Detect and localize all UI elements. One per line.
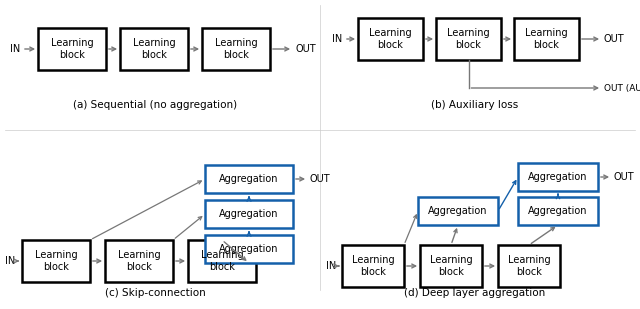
Text: IN: IN bbox=[332, 34, 342, 44]
Bar bbox=[358, 18, 423, 60]
Bar bbox=[188, 240, 256, 282]
Text: OUT: OUT bbox=[295, 44, 316, 54]
Text: Learning
block: Learning block bbox=[51, 38, 93, 60]
Bar bbox=[205, 200, 293, 228]
Bar bbox=[498, 245, 560, 287]
Bar bbox=[38, 28, 106, 70]
Text: Aggregation: Aggregation bbox=[220, 244, 279, 254]
Bar bbox=[436, 18, 501, 60]
Bar bbox=[205, 165, 293, 193]
Bar bbox=[518, 197, 598, 225]
Text: Learning
block: Learning block bbox=[214, 38, 257, 60]
Text: OUT: OUT bbox=[604, 34, 625, 44]
Bar bbox=[518, 163, 598, 191]
Bar bbox=[120, 28, 188, 70]
Text: (b) Auxiliary loss: (b) Auxiliary loss bbox=[431, 100, 518, 110]
Text: Learning
block: Learning block bbox=[429, 255, 472, 277]
Bar bbox=[342, 245, 404, 287]
Bar bbox=[418, 197, 498, 225]
Text: IN: IN bbox=[10, 44, 20, 54]
Text: Aggregation: Aggregation bbox=[220, 174, 279, 184]
Bar bbox=[205, 235, 293, 263]
Bar bbox=[514, 18, 579, 60]
Text: (a) Sequential (no aggregation): (a) Sequential (no aggregation) bbox=[73, 100, 237, 110]
Text: Aggregation: Aggregation bbox=[528, 206, 588, 216]
Text: OUT: OUT bbox=[310, 174, 331, 184]
Text: Learning
block: Learning block bbox=[35, 250, 77, 272]
Bar bbox=[202, 28, 270, 70]
Text: Learning
block: Learning block bbox=[525, 28, 568, 50]
Text: (d) Deep layer aggregation: (d) Deep layer aggregation bbox=[404, 288, 546, 298]
Text: Aggregation: Aggregation bbox=[428, 206, 488, 216]
Text: Learning
block: Learning block bbox=[508, 255, 550, 277]
Text: OUT (AUX): OUT (AUX) bbox=[604, 83, 640, 92]
Text: Learning
block: Learning block bbox=[132, 38, 175, 60]
Text: Learning
block: Learning block bbox=[447, 28, 490, 50]
Bar bbox=[22, 240, 90, 282]
Text: Learning
block: Learning block bbox=[369, 28, 412, 50]
Text: Learning
block: Learning block bbox=[118, 250, 160, 272]
Text: OUT: OUT bbox=[614, 172, 635, 182]
Bar bbox=[420, 245, 482, 287]
Text: Aggregation: Aggregation bbox=[220, 209, 279, 219]
Text: Learning
block: Learning block bbox=[201, 250, 243, 272]
Text: (c) Skip-connection: (c) Skip-connection bbox=[104, 288, 205, 298]
Text: Aggregation: Aggregation bbox=[528, 172, 588, 182]
Bar bbox=[105, 240, 173, 282]
Text: IN: IN bbox=[326, 261, 336, 271]
Text: Learning
block: Learning block bbox=[352, 255, 394, 277]
Text: IN: IN bbox=[5, 256, 15, 266]
